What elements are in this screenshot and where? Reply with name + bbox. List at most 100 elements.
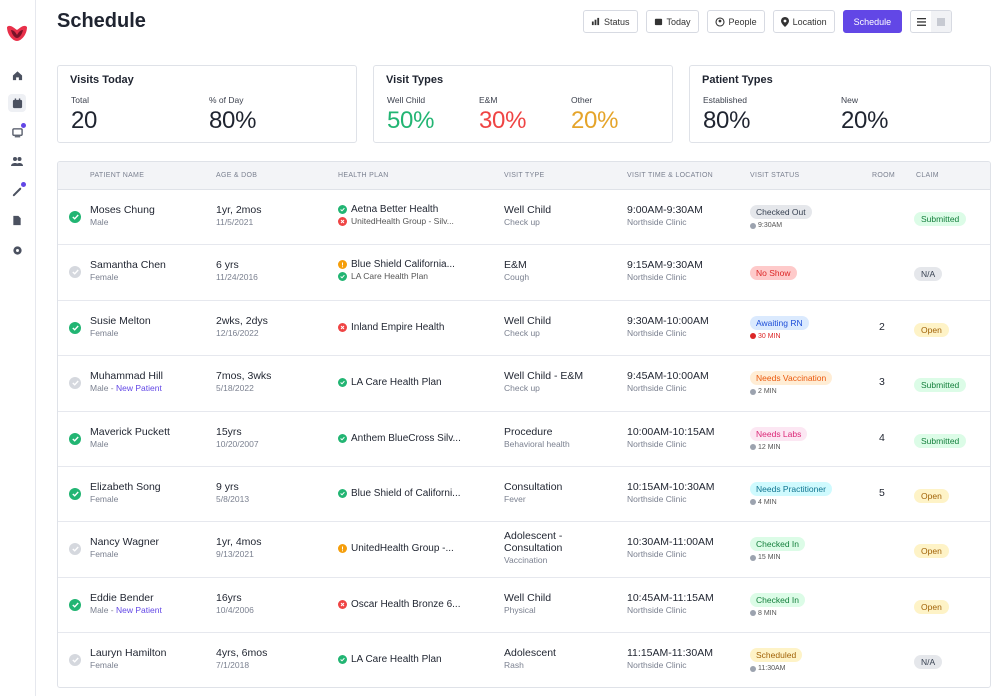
table-row[interactable]: Nancy Wagner Female 1yr, 4mos 9/13/2021 Unit… (58, 522, 990, 578)
check-complete-icon[interactable] (69, 211, 81, 223)
patient-cell[interactable]: Moses Chung Male (90, 204, 155, 227)
today-button[interactable]: Today (645, 10, 699, 33)
brand-logo-icon[interactable] (6, 24, 28, 42)
visit-status-cell[interactable]: Checked In 15 MIN (750, 534, 805, 561)
nav-settings-icon[interactable] (8, 241, 26, 259)
claim-cell[interactable]: Open (914, 320, 949, 338)
status-badge[interactable]: Awaiting RN (750, 315, 809, 330)
patient-name[interactable]: Eddie Bender (90, 591, 154, 604)
claim-badge[interactable]: Open (914, 544, 949, 559)
nav-documents-icon[interactable] (8, 211, 26, 229)
claim-cell[interactable]: Submitted (914, 431, 967, 449)
col-visit-status[interactable]: Visit Status (750, 172, 800, 179)
claim-cell[interactable]: Submitted (914, 375, 967, 393)
patient-name[interactable]: Susie Melton (90, 314, 151, 327)
col-visit-time-location[interactable]: Visit Time & Location (627, 172, 714, 179)
visit-status-cell[interactable]: Checked Out 9:30AM (750, 202, 812, 229)
check-complete-icon[interactable] (69, 432, 81, 445)
health-plan-cell[interactable]: LA Care Health Plan (338, 377, 442, 388)
patient-name[interactable]: Moses Chung (90, 204, 155, 216)
health-plan-cell[interactable]: Aetna Better Health UnitedHealth Group - … (338, 204, 454, 226)
claim-badge[interactable]: Submitted (914, 378, 967, 393)
claim-badge[interactable]: Submitted (914, 212, 967, 226)
table-row[interactable]: Eddie Bender Male - New Patient 16yrs 10/4/… (58, 578, 990, 634)
check-pending-icon[interactable] (69, 266, 81, 279)
visit-status-cell[interactable]: Awaiting RN 30 MIN (750, 313, 809, 340)
table-row[interactable]: Lauryn Hamilton Female 4yrs, 6mos 7/1/2018 L… (58, 633, 990, 687)
claim-cell[interactable]: Open (914, 541, 949, 559)
health-plan-cell[interactable]: UnitedHealth Group -... (338, 543, 454, 554)
check-pending-icon[interactable] (69, 377, 81, 390)
claim-badge[interactable]: Open (914, 488, 949, 503)
table-row[interactable]: Muhammad Hill Male - New Patient 7mos, 3wk… (58, 356, 990, 412)
check-complete-icon[interactable] (69, 598, 81, 611)
check-complete-icon[interactable] (69, 487, 81, 500)
patient-cell[interactable]: Lauryn Hamilton Female (90, 647, 166, 670)
patient-cell[interactable]: Muhammad Hill Male - New Patient (90, 370, 163, 393)
status-badge[interactable]: Needs Practitioner (750, 481, 832, 496)
claim-cell[interactable]: Open (914, 597, 949, 615)
col-visit-type[interactable]: Visit Type (504, 172, 545, 179)
status-badge[interactable]: Checked Out (750, 205, 812, 219)
grid-view-icon[interactable] (931, 11, 952, 32)
nav-patients-icon[interactable] (8, 152, 26, 170)
health-plan-cell[interactable]: Anthem BlueCross Silv... (338, 433, 461, 444)
status-filter-button[interactable]: Status (583, 10, 638, 33)
claim-cell[interactable]: N/A (914, 264, 943, 282)
table-row[interactable]: Samantha Chen Female 6 yrs 11/24/2016 Blue S… (58, 245, 990, 301)
check-pending-icon[interactable] (69, 543, 81, 556)
visit-status-cell[interactable]: Scheduled 11:30AM (750, 645, 803, 672)
health-plan-cell[interactable]: Inland Empire Health (338, 322, 444, 333)
patient-name[interactable]: Nancy Wagner (90, 536, 160, 549)
location-filter-button[interactable]: Location (772, 10, 835, 33)
visit-status-cell[interactable]: Needs Vaccination 2 MIN (750, 368, 833, 395)
people-filter-button[interactable]: People (706, 10, 765, 33)
patient-name[interactable]: Elizabeth Song (90, 480, 161, 493)
health-plan-cell[interactable]: Blue Shield of Californi... (338, 488, 461, 499)
list-view-icon[interactable] (911, 11, 931, 32)
visit-status-cell[interactable]: Needs Practitioner 4 MIN (750, 479, 832, 506)
claim-badge[interactable]: Open (914, 599, 949, 614)
claim-badge[interactable]: Submitted (914, 433, 967, 448)
nav-tasks-icon[interactable] (8, 182, 26, 200)
status-badge[interactable]: Checked In (750, 537, 805, 552)
col-health-plan[interactable]: Health Plan (338, 172, 389, 179)
claim-badge[interactable]: Open (914, 322, 949, 337)
nav-messages-icon[interactable] (8, 123, 26, 141)
col-patient-name[interactable]: Patient Name (90, 172, 145, 179)
table-row[interactable]: Susie Melton Female 2wks, 2dys 12/16/2022 In… (58, 301, 990, 357)
patient-cell[interactable]: Nancy Wagner Female (90, 536, 159, 559)
health-plan-cell[interactable]: Blue Shield California... LA Care Health … (338, 259, 455, 281)
patient-cell[interactable]: Samantha Chen Female (90, 259, 166, 282)
patient-cell[interactable]: Elizabeth Song Female (90, 481, 161, 504)
status-badge[interactable]: Needs Labs (750, 426, 808, 441)
health-plan-cell[interactable]: Oscar Health Bronze 6... (338, 599, 461, 610)
claim-cell[interactable]: Submitted (914, 209, 967, 227)
check-pending-icon[interactable] (69, 654, 81, 667)
status-badge[interactable]: Checked In (750, 592, 805, 607)
table-row[interactable]: Maverick Puckett Male 15yrs 10/20/2007 Anthe… (58, 412, 990, 467)
patient-name[interactable]: Lauryn Hamilton (90, 647, 167, 660)
table-row[interactable]: Moses Chung Male 1yr, 2mos 11/5/2021 Aetna B… (58, 190, 990, 246)
status-badge[interactable]: No Show (750, 266, 797, 281)
col-claim[interactable]: Claim (916, 172, 939, 179)
visit-status-cell[interactable]: Needs Labs 12 MIN (750, 424, 808, 451)
claim-badge[interactable]: N/A (914, 655, 943, 670)
col-age-dob[interactable]: Age & DOB (216, 172, 258, 179)
patient-cell[interactable]: Maverick Puckett Male (90, 426, 170, 449)
patient-name[interactable]: Samantha Chen (90, 259, 166, 272)
patient-cell[interactable]: Susie Melton Female (90, 315, 151, 338)
patient-name[interactable]: Maverick Puckett (90, 425, 170, 438)
visit-status-cell[interactable]: No Show (750, 263, 797, 281)
claim-badge[interactable]: N/A (914, 267, 943, 282)
patient-name[interactable]: Muhammad Hill (90, 370, 163, 383)
status-badge[interactable]: Scheduled (750, 648, 803, 663)
claim-cell[interactable]: Open (914, 486, 949, 504)
nav-schedule-icon[interactable] (8, 94, 26, 112)
visit-status-cell[interactable]: Checked In 8 MIN (750, 590, 805, 617)
col-room[interactable]: Room (872, 172, 895, 179)
table-row[interactable]: Elizabeth Song Female 9 yrs 5/8/2013 Blue Sh… (58, 467, 990, 523)
health-plan-cell[interactable]: LA Care Health Plan (338, 654, 442, 665)
patient-cell[interactable]: Eddie Bender Male - New Patient (90, 592, 162, 615)
nav-home-icon[interactable] (8, 66, 26, 84)
